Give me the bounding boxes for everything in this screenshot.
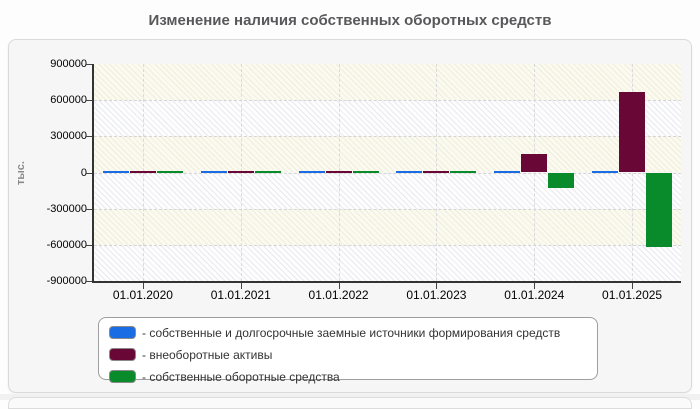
- bar-01.01.2021-series-2: [227, 170, 254, 173]
- y-tick-mark: [86, 172, 92, 174]
- gridline-horizontal: [94, 208, 681, 210]
- plot-band: [94, 208, 681, 245]
- plot-band: [94, 244, 681, 281]
- y-axis-line: [92, 64, 94, 283]
- legend: - собственные и долгосрочные заемные ист…: [98, 317, 598, 384]
- y-tick-mark: [86, 244, 92, 246]
- bar-01.01.2023-series-3: [450, 170, 477, 173]
- gridline-vertical: [240, 64, 242, 281]
- legend-row: - собственные оборотные средства: [109, 368, 597, 385]
- gridline-horizontal: [94, 244, 681, 246]
- legend-label: - внеоборотные активы: [142, 347, 273, 362]
- bar-01.01.2024-series-1: [494, 170, 521, 173]
- x-axis-label: 01.01.2023: [406, 288, 467, 302]
- bar-01.01.2024-series-3: [548, 172, 575, 189]
- plot-band: [94, 64, 681, 101]
- legend-label: - собственные и долгосрочные заемные ист…: [142, 325, 561, 340]
- bar-01.01.2025-series-3: [646, 172, 673, 248]
- y-tick-label: 300000: [50, 130, 87, 143]
- x-tick-mark: [142, 283, 144, 289]
- gridline-vertical: [534, 64, 536, 281]
- page-bottom-strip: [0, 394, 700, 409]
- plot-band: [94, 136, 681, 173]
- chart-title: Изменение наличия собственных оборотных …: [148, 12, 552, 29]
- bar-01.01.2022-series-2: [325, 170, 352, 173]
- plot-band: [94, 100, 681, 137]
- legend-swatch: [109, 370, 136, 383]
- bar-01.01.2023-series-1: [396, 170, 423, 173]
- y-tick-label: -900000: [46, 275, 87, 287]
- y-tick-mark: [86, 100, 92, 102]
- x-tick-mark: [240, 283, 242, 289]
- next-section-panel-edge: [8, 397, 692, 409]
- x-tick-mark: [436, 283, 438, 289]
- y-tick-mark: [86, 136, 92, 138]
- x-tick-mark: [338, 283, 340, 289]
- y-tick-label: -600000: [46, 238, 87, 251]
- legend-items: - собственные и долгосрочные заемные ист…: [109, 324, 597, 385]
- bar-01.01.2021-series-3: [254, 170, 281, 173]
- x-axis-label: 01.01.2024: [504, 288, 565, 302]
- legend-swatch: [109, 348, 136, 361]
- gridline-vertical: [632, 64, 634, 281]
- bar-01.01.2022-series-3: [352, 170, 379, 173]
- bar-01.01.2020-series-2: [129, 170, 156, 173]
- gridline-vertical: [436, 64, 438, 281]
- bar-01.01.2022-series-1: [298, 170, 325, 173]
- x-axis-label: 01.01.2021: [210, 288, 271, 302]
- gridline-horizontal: [94, 100, 681, 102]
- plot-area: [86, 64, 681, 289]
- bar-01.01.2025-series-1: [592, 170, 619, 173]
- x-tick-mark: [534, 283, 536, 289]
- bar-01.01.2025-series-2: [619, 91, 646, 173]
- plot-band: [94, 172, 681, 209]
- chart-panel: тыс. 900000 600000 300000 0 -300000 -600000 -9…: [8, 39, 692, 393]
- y-tick-label: 900000: [50, 58, 87, 70]
- x-axis-label: 01.01.2020: [112, 288, 173, 302]
- x-axis-label: 01.01.2022: [308, 288, 369, 302]
- y-tick-mark: [86, 281, 92, 282]
- x-axis-line: [92, 281, 681, 283]
- gridline-vertical: [338, 64, 340, 281]
- y-tick-mark: [86, 64, 92, 65]
- x-axis-label: 01.01.2025: [602, 288, 663, 302]
- legend-label: - собственные оборотные средства: [142, 369, 340, 384]
- bar-01.01.2024-series-2: [521, 154, 548, 173]
- y-tick-label: -300000: [46, 202, 87, 215]
- gridline-horizontal: [94, 172, 681, 174]
- bar-01.01.2023-series-2: [423, 170, 450, 173]
- bar-01.01.2021-series-1: [200, 170, 227, 173]
- gridline-vertical: [142, 64, 144, 281]
- gridline-horizontal: [94, 136, 681, 138]
- y-tick-label: 0: [80, 166, 87, 179]
- legend-row: - собственные и долгосрочные заемные ист…: [109, 324, 597, 341]
- bar-01.01.2020-series-3: [156, 170, 183, 173]
- bar-01.01.2020-series-1: [102, 170, 129, 173]
- y-tick-mark: [86, 208, 92, 210]
- x-tick-mark: [632, 283, 634, 289]
- y-tick-label: 600000: [50, 94, 87, 107]
- legend-swatch: [109, 326, 136, 339]
- legend-row: - внеоборотные активы: [109, 346, 597, 363]
